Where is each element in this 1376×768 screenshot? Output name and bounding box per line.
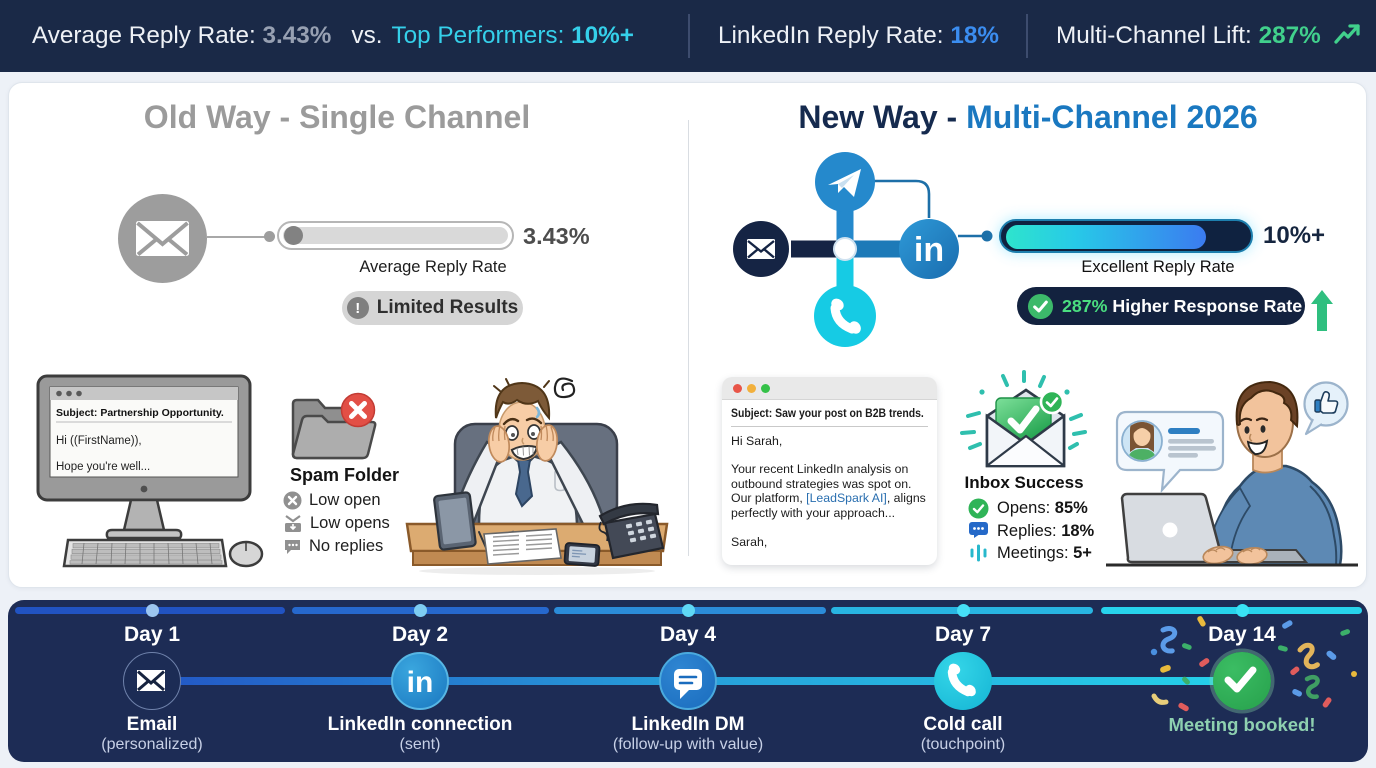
svg-text:Hope you're well...: Hope you're well... bbox=[56, 461, 150, 473]
svg-text:Subject: Partnership Opportuni: Subject: Partnership Opportunity. bbox=[56, 407, 224, 419]
svg-text:Hi ((FirstName)),: Hi ((FirstName)), bbox=[56, 435, 142, 447]
svg-text:in: in bbox=[914, 231, 944, 269]
svg-text:in: in bbox=[407, 666, 434, 699]
